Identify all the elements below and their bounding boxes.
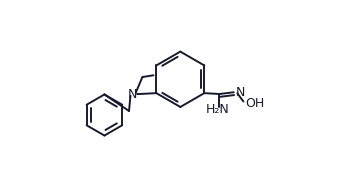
Text: H₂N: H₂N (206, 103, 229, 116)
Text: N: N (128, 87, 137, 100)
Text: OH: OH (246, 97, 265, 110)
Text: N: N (236, 86, 245, 99)
